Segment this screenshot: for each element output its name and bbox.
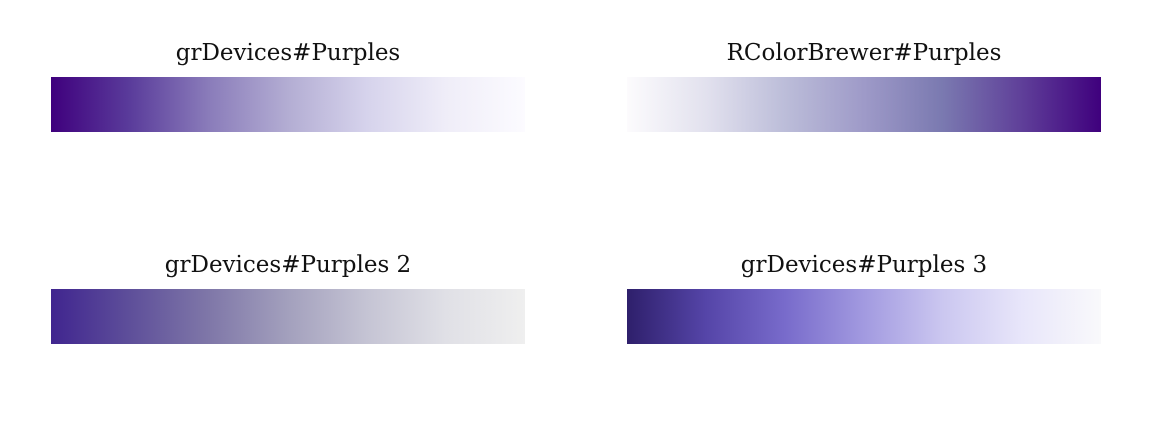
palette-title: grDevices#Purples 2	[164, 252, 412, 278]
palette-gradient-bar	[51, 77, 525, 132]
palette-panel: RColorBrewer#Purples	[627, 38, 1101, 132]
palette-title: RColorBrewer#Purples	[726, 40, 1002, 66]
palette-gradient-bar	[51, 289, 525, 344]
palette-title: grDevices#Purples 3	[740, 252, 988, 278]
palette-gradient-bar	[627, 289, 1101, 344]
palette-panel: grDevices#Purples 3	[627, 250, 1101, 344]
palette-title: grDevices#Purples	[175, 40, 401, 66]
palette-gradient-bar	[627, 77, 1101, 132]
palette-panel: grDevices#Purples 2	[51, 250, 525, 344]
palette-panel: grDevices#Purples	[51, 38, 525, 132]
